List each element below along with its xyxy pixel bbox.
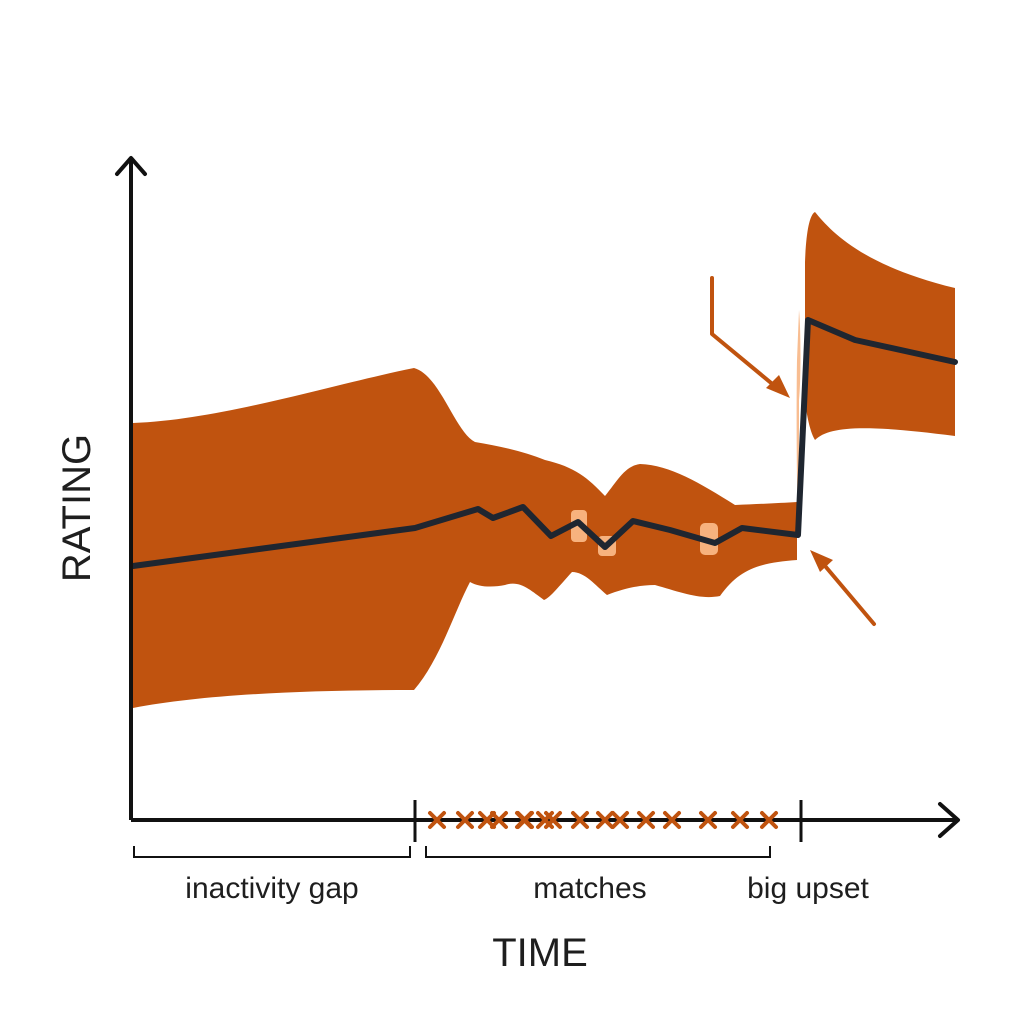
match-markers — [428, 811, 778, 829]
post-upset-band — [805, 212, 955, 440]
x-mark-icon — [760, 811, 778, 829]
x-mark-icon — [731, 811, 749, 829]
x-mark-icon — [663, 811, 681, 829]
rating-line — [130, 317, 958, 569]
big-upset-label: big upset — [747, 872, 869, 905]
arrow-right-icon — [938, 802, 960, 838]
x-mark-icon — [571, 811, 589, 829]
x-axis-title: TIME — [492, 931, 588, 975]
x-mark-icon — [456, 811, 474, 829]
matches-bracket — [425, 846, 771, 858]
x-mark-icon — [544, 811, 562, 829]
uncertainty-band — [133, 368, 797, 708]
x-mark-icon — [428, 811, 446, 829]
arrow-up-icon — [115, 156, 147, 176]
x-mark-icon — [699, 811, 717, 829]
inactivity-gap-label: inactivity gap — [185, 872, 358, 905]
arrow-icon — [766, 375, 790, 398]
x-mark-icon — [611, 811, 629, 829]
arrow-icon — [818, 558, 876, 626]
x-mark-icon — [516, 811, 534, 829]
arrow-icon — [810, 550, 833, 572]
x-mark-icon — [596, 811, 614, 829]
inactivity-bracket — [133, 846, 411, 858]
y-axis-title: RATING — [55, 434, 99, 582]
x-mark-icon — [637, 811, 655, 829]
x-mark-icon — [490, 811, 508, 829]
matches-label: matches — [533, 872, 646, 905]
arrow-icon — [710, 276, 784, 394]
